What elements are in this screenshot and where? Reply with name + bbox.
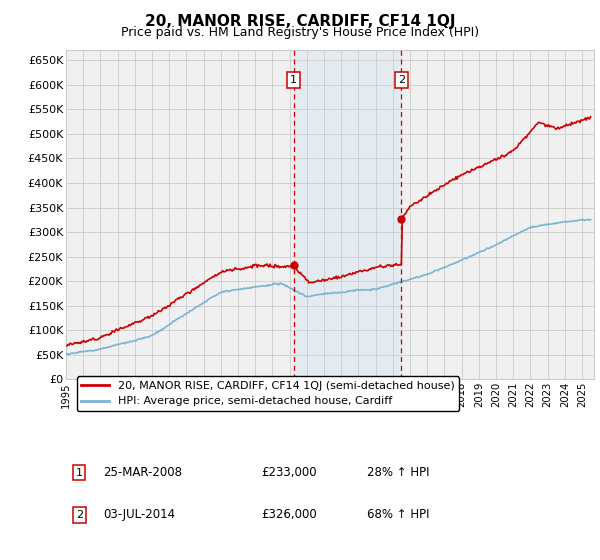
Text: 1: 1 <box>290 75 297 85</box>
Text: £233,000: £233,000 <box>262 466 317 479</box>
Text: 2: 2 <box>398 75 405 85</box>
Text: 25-MAR-2008: 25-MAR-2008 <box>103 466 182 479</box>
Legend: 20, MANOR RISE, CARDIFF, CF14 1QJ (semi-detached house), HPI: Average price, sem: 20, MANOR RISE, CARDIFF, CF14 1QJ (semi-… <box>77 376 459 411</box>
Text: 2: 2 <box>76 510 83 520</box>
Text: £326,000: £326,000 <box>262 508 317 521</box>
Text: 1: 1 <box>76 468 83 478</box>
Text: Price paid vs. HM Land Registry's House Price Index (HPI): Price paid vs. HM Land Registry's House … <box>121 26 479 39</box>
Text: 20, MANOR RISE, CARDIFF, CF14 1QJ: 20, MANOR RISE, CARDIFF, CF14 1QJ <box>145 14 455 29</box>
Bar <box>293 50 401 379</box>
Text: 68% ↑ HPI: 68% ↑ HPI <box>367 508 430 521</box>
Text: 28% ↑ HPI: 28% ↑ HPI <box>367 466 430 479</box>
Text: 03-JUL-2014: 03-JUL-2014 <box>103 508 175 521</box>
